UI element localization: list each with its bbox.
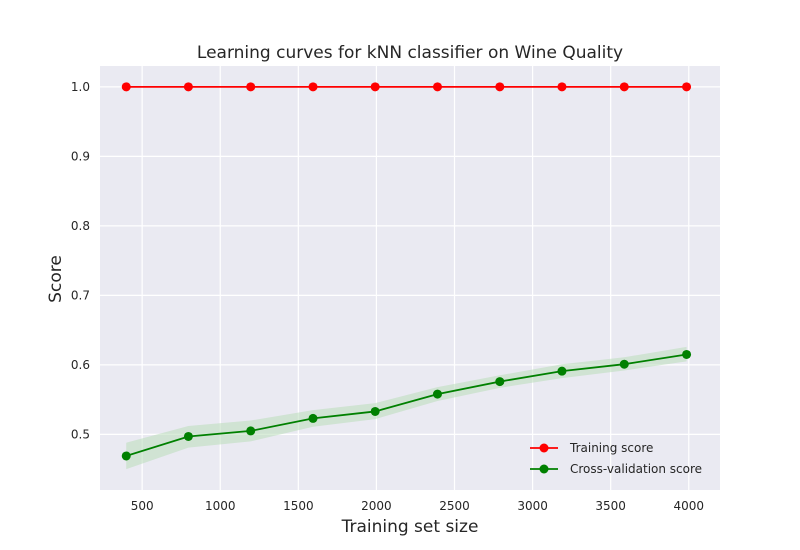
x-axis-ticks: 500 1000 1500 2000 2500 3000 3500 4000: [131, 499, 704, 513]
y-axis-ticks: 0.5 0.6 0.7 0.8 0.9 1.0: [71, 80, 90, 442]
training-score-point: [682, 82, 692, 92]
cross-validation-score-point: [682, 349, 692, 359]
series-points: [121, 82, 692, 461]
training-score-point: [557, 82, 567, 92]
training-score-point: [183, 82, 193, 92]
legend-cross-validation-score-marker: [539, 464, 549, 474]
x-tick-label: 3000: [517, 499, 548, 513]
cross-validation-score-point: [121, 451, 131, 461]
legend-training-score-label: Training score: [569, 441, 653, 455]
cross-validation-score-point: [308, 413, 318, 423]
x-tick-label: 2000: [361, 499, 392, 513]
training-score-point: [370, 82, 380, 92]
series-lines: [125, 85, 687, 457]
y-tick-label: 0.6: [71, 358, 90, 372]
cross-validation-score-point: [619, 359, 629, 369]
x-tick-label: 1500: [283, 499, 314, 513]
training-score-point: [246, 82, 256, 92]
cross-validation-score-point: [183, 431, 193, 441]
y-tick-label: 0.8: [71, 219, 90, 233]
x-tick-label: 500: [131, 499, 154, 513]
cross-validation-score-point: [495, 377, 505, 387]
y-axis-label: Score: [46, 255, 66, 303]
x-tick-label: 2500: [439, 499, 470, 513]
legend-training-score-marker: [539, 443, 549, 453]
cross-validation-score-point: [246, 426, 256, 436]
x-axis-label: Training set size: [341, 517, 479, 537]
cross-validation-score-point: [370, 406, 380, 416]
x-tick-label: 4000: [673, 499, 704, 513]
cross-validation-score-line: [125, 353, 687, 457]
y-tick-label: 1.0: [71, 80, 90, 94]
x-tick-label: 3500: [595, 499, 626, 513]
training-score-point: [432, 82, 442, 92]
confidence-bands: [126, 346, 687, 470]
x-tick-label: 1000: [205, 499, 236, 513]
plot-area: [100, 66, 720, 490]
training-score-point: [495, 82, 505, 92]
cross-validation-score-point: [432, 389, 442, 399]
cross-validation-score-point: [557, 366, 567, 376]
training-score-point: [619, 82, 629, 92]
training-score-point: [121, 82, 131, 92]
y-tick-label: 0.5: [71, 427, 90, 441]
training-score-point: [308, 82, 318, 92]
y-tick-label: 0.7: [71, 288, 90, 302]
cross-validation-score-band: [126, 346, 687, 470]
y-tick-label: 0.9: [71, 149, 90, 163]
chart-title: Learning curves for kNN classifier on Wi…: [197, 43, 623, 63]
legend-cross-validation-score-label: Cross-validation score: [570, 462, 702, 476]
legend: Training score Cross-validation score: [530, 441, 702, 476]
